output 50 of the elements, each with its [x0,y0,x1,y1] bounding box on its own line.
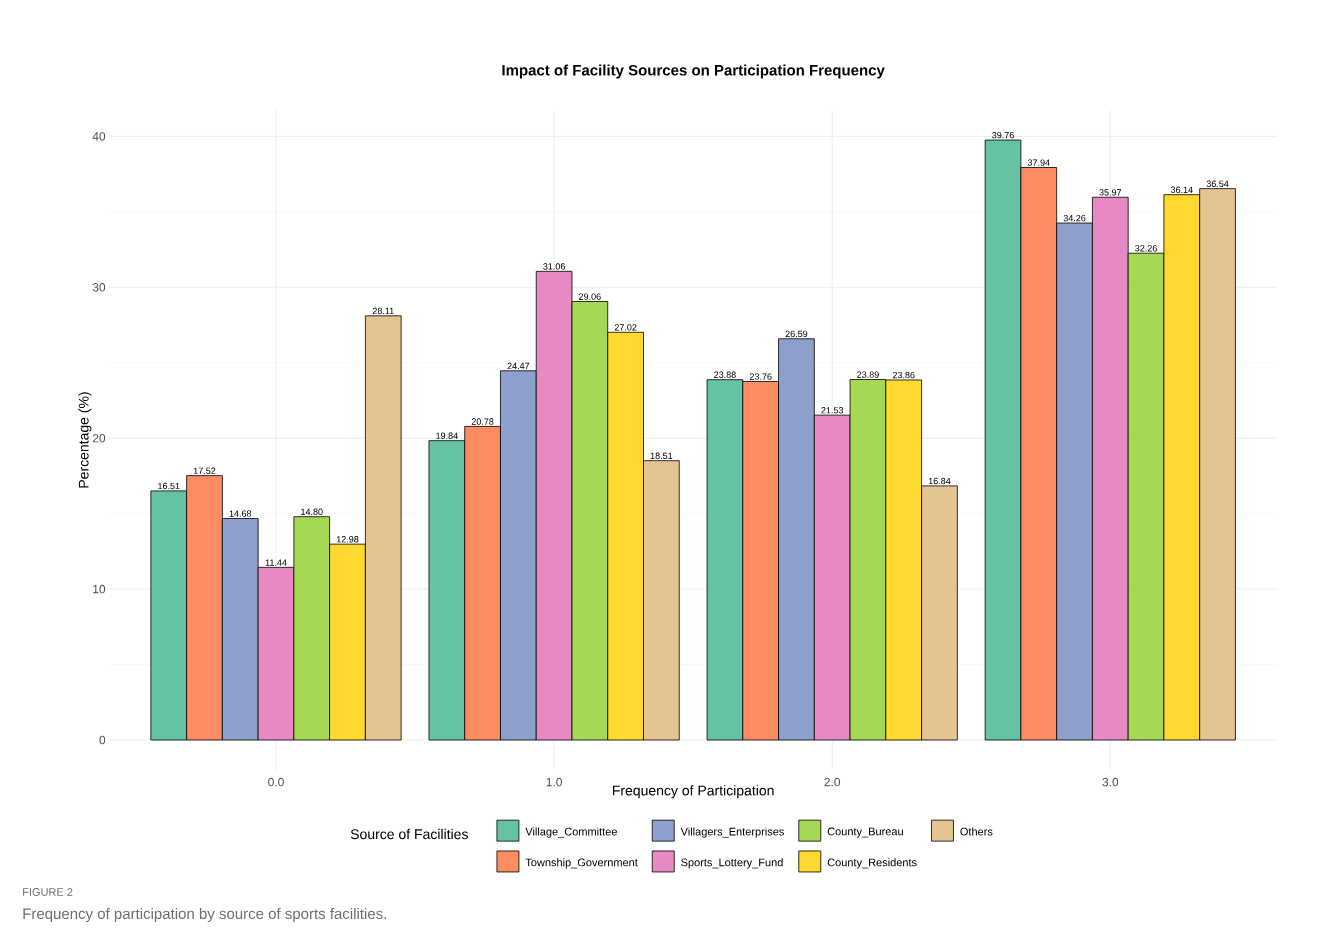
legend-label: Sports_Lottery_Fund [681,858,783,869]
y-tick-label: 30 [92,283,106,292]
data-label: 31.06 [543,263,565,270]
legend-label: Township_Government [525,858,638,869]
caption: FIGURE 2 [23,888,73,896]
legend-label: County_Bureau [827,827,903,838]
data-label: 34.26 [1063,214,1086,222]
data-label: 19.84 [436,432,458,439]
data-label: 27.02 [614,324,637,331]
data-label: 14.68 [229,510,252,517]
data-label: 24.47 [507,362,530,370]
data-label: 16.51 [158,482,180,490]
text: Frequency of participation by source of sports facilities. [23,908,386,922]
data-label: 29.06 [579,293,601,300]
data-label: 36.54 [1206,180,1229,187]
legend-label: Village_Committee [525,827,617,838]
y-axis-title: Percentage (%) [78,392,92,488]
x-tick-label: 2.0 [824,777,841,787]
legend-label: County_Residents [827,858,917,869]
data-label: 26.59 [785,330,808,338]
data-label: 28.11 [372,307,394,315]
data-label: 32.26 [1135,245,1157,252]
data-label: 23.89 [857,371,879,378]
y-tick-label: 0 [99,735,106,745]
y-tick-label: 10 [93,584,106,594]
data-label: 12.98 [336,536,359,543]
data-label: 23.86 [892,371,915,379]
data-label: 35.97 [1099,189,1122,196]
legend-label: Villagers_Enterprises [680,827,784,838]
y-tick-label: 40 [92,132,106,141]
data-label: 23.76 [749,373,772,380]
data-label: 37.94 [1027,159,1050,166]
data-label: 21.53 [821,407,844,414]
data-label: 23.88 [714,371,736,378]
data-label: 16.84 [928,477,951,485]
data-label: 20.78 [471,418,494,425]
data-label: 18.51 [650,452,673,459]
x-tick-label: 3.0 [1102,777,1119,787]
data-label: 17.52 [193,467,216,474]
data-label: 11.44 [265,559,287,566]
legend-title: Source of Facilities [350,828,468,840]
y-tick-label: 20 [92,433,106,443]
x-tick-label: 0.0 [268,777,284,787]
x-axis-title: Frequency of Participation [612,785,774,799]
data-label: 39.76 [992,131,1014,139]
legend-label: Others [960,827,993,836]
x-tick-label: 1.0 [546,777,562,787]
data-label: 14.80 [301,508,323,515]
chart-title: Impact of Facility Sources on Participation Frequency [502,64,885,79]
data-label: 36.14 [1170,186,1193,193]
